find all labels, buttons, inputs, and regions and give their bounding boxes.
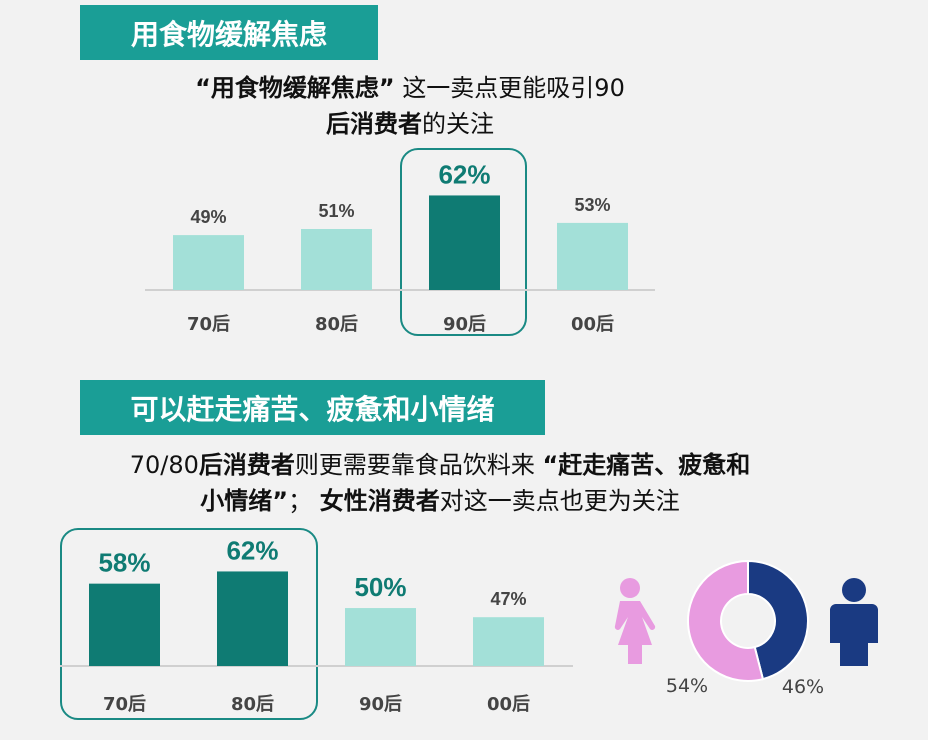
section1-header: 用食物缓解焦虑 [80,5,378,60]
bar-70后 [89,583,160,666]
category-label: 00后 [487,694,530,715]
value-label: 62% [226,535,278,565]
slice-label-female: 54% [666,675,708,697]
value-label: 53% [574,195,610,215]
category-label: 00后 [571,314,614,335]
subtitle-text: 70/80 [129,451,199,479]
male-icon [830,578,878,666]
bar-80后 [301,229,372,290]
bar-chart-1: 49% 70后 51% 80后 62% 90后 53% 00后 [145,159,655,335]
value-label: 51% [318,201,354,221]
subtitle-text: 则更需要靠食品饮料来 [294,451,535,479]
subtitle-bold: “用食物缓解焦虑” [195,74,395,102]
section2-subtitle: 70/80后消费者则更需要靠食品饮料来 “赶走痛苦、疲惫和 小情绪”； 女性消费… [40,447,840,519]
subtitle-bold: 后消费者 [326,110,422,138]
subtitle-text: 的关注 [422,110,494,138]
category-label: 90后 [443,314,486,335]
bar-chart-2: 58% 70后 62% 80后 50% 90后 47% 00后 [60,535,573,715]
value-label: 47% [490,589,526,609]
subtitle-bold: 女性消费者 [319,487,440,515]
category-label: 80后 [315,314,358,335]
category-label: 80后 [231,694,274,715]
bar-90后 [429,195,500,290]
bar-00后 [473,617,544,666]
bar-80后 [217,571,288,666]
section2-header: 可以赶走痛苦、疲惫和小情绪 [80,380,545,435]
bar-70后 [173,235,244,290]
subtitle-text: ； [288,487,313,515]
slice-female [687,559,765,682]
bar-90后 [345,608,416,666]
subtitle-bold: 后消费者 [198,451,295,479]
subtitle-text: 对这一卖点也更为关注 [439,487,680,515]
bar-00后 [557,222,628,290]
value-label: 58% [98,548,150,578]
highlight-box-70s-80s [60,528,318,720]
slice-male [747,559,809,681]
value-label: 49% [190,207,226,227]
highlight-box-90s [400,148,527,336]
slice-label-male: 46% [782,676,824,698]
gender-donut-chart: 54% 46% [666,559,824,698]
subtitle-bold: 小情绪” [200,487,289,515]
subtitle-text: 这一卖点更能吸引90 [402,74,625,102]
section1-subtitle: “用食物缓解焦虑” 这一卖点更能吸引90 后消费者的关注 [100,70,720,142]
category-label: 70后 [103,694,146,715]
value-label: 62% [438,159,490,189]
category-label: 70后 [187,314,230,335]
value-label: 50% [354,572,406,602]
female-icon [614,578,656,664]
category-label: 90后 [359,694,402,715]
subtitle-bold: “赶走痛苦、疲惫和 [542,451,751,479]
